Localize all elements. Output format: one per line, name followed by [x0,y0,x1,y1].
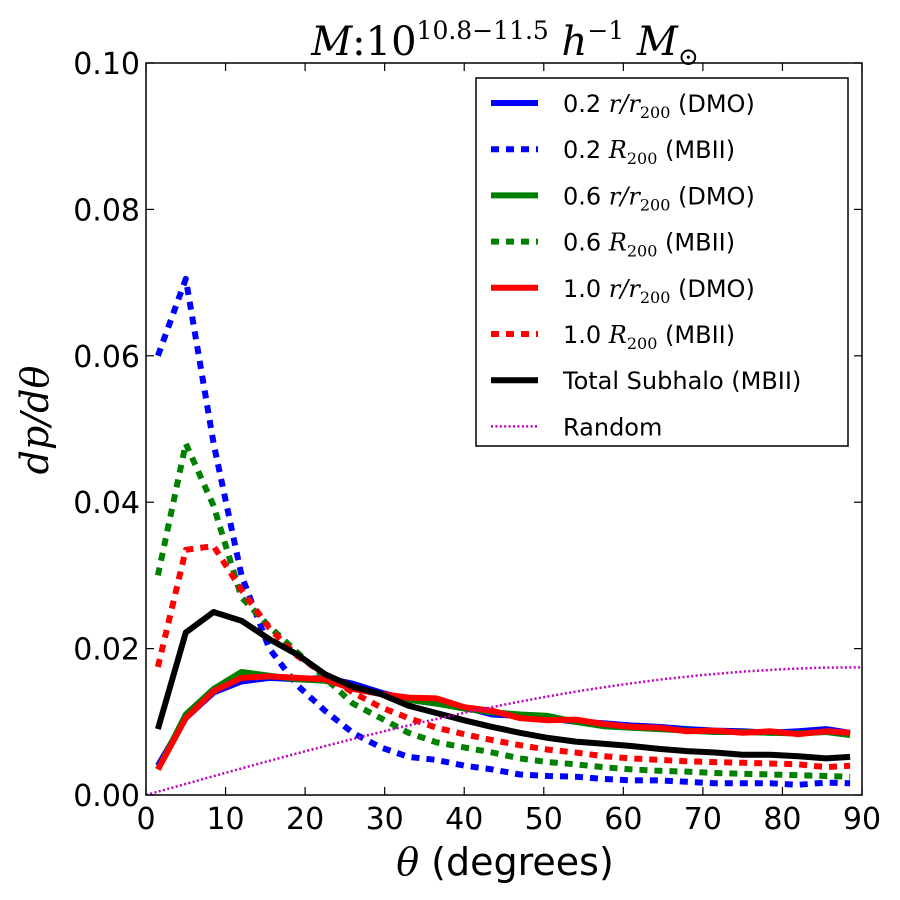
legend-math: R [608,136,627,164]
legend-math: r/r [609,275,642,303]
title-m-sub: ⊙ [678,42,699,71]
y-tick-label: 0.06 [73,340,140,375]
x-tick-label: 60 [604,802,642,837]
title-base: 10 [366,19,417,65]
legend-label-mbii-1.0: 1.0 R200 (MBII) [563,321,735,353]
legend-tail: (DMO) [670,182,754,210]
x-tick-label: 0 [136,802,155,837]
series-line-mbii-0.6 [154,440,851,780]
x-tick-label: 80 [763,802,801,837]
legend-sub: 200 [627,149,658,168]
x-tick-label: 40 [445,802,483,837]
x-axis-label: θ (degrees) [396,840,614,884]
x-tick-label: 30 [366,802,404,837]
legend-num: 0.2 [563,90,609,118]
series-line-random [146,666,862,795]
legend-num: 1.0 [563,321,609,349]
x-label-symbol: θ [396,840,419,884]
chart-title: M:1010.8−11.5 h−1 M⊙ [310,16,699,71]
title-colon: : [352,19,365,65]
legend-sub: 200 [627,334,658,353]
legend-sub: 200 [640,195,671,214]
legend-num: 0.6 [563,229,609,257]
legend-tail: (MBII) [657,229,735,257]
legend-box [475,77,849,447]
x-tick-label: 70 [684,802,722,837]
y-tick-label: 0.08 [73,193,140,228]
y-tick-label: 0.02 [73,633,140,668]
legend-sub: 200 [627,242,658,261]
legend-math: r/r [609,182,642,210]
y-tick-label: 0.04 [73,486,140,521]
x-tick-label: 90 [843,802,881,837]
legend-math: r/r [609,90,642,118]
legend-sub: 200 [640,103,671,122]
series-line-mbii-1.0 [154,543,851,771]
legend-text-part: Total Subhalo (MBII) [562,367,801,395]
title-exponent: 10.8−11.5 [417,16,549,45]
title-mass-symbol: M [310,19,353,65]
y-axis-label-text: dp/dθ [13,366,57,475]
x-tick-label: 10 [206,802,244,837]
axis-ticks: 0 10 20 30 40 50 60 70 80 90 0.00 0.02 0.04 0.06 0.08 0… [73,47,881,837]
series-line-total-subhalo [155,609,851,762]
x-tick-label: 50 [525,802,563,837]
legend-label-random: Random [563,413,662,441]
legend-math: R [608,229,627,257]
title-h-exp: −1 [587,16,624,45]
title-m: M [624,19,679,65]
legend-label-dmo-0.2: 0.2 r/r200 (DMO) [563,90,755,122]
legend-label-dmo-0.6: 0.6 r/r200 (DMO) [563,182,755,214]
legend: 0.2 r/r200 (DMO)0.2 R200 (MBII)0.6 r/r20… [475,77,849,447]
series-line-dmo-1.0 [155,673,851,771]
legend-num: 1.0 [563,275,609,303]
legend-label-total-subhalo: Total Subhalo (MBII) [562,367,801,395]
legend-tail: (MBII) [657,136,735,164]
legend-label-mbii-0.2: 0.2 R200 (MBII) [563,136,735,168]
series-line-mbii-0.2 [155,275,851,788]
legend-tail: (DMO) [670,90,754,118]
legend-label-mbii-0.6: 0.6 R200 (MBII) [563,229,735,261]
y-tick-label: 0.10 [73,47,140,82]
legend-text-part: Random [563,413,662,441]
legend-sub: 200 [640,288,671,307]
x-tick-label: 20 [286,802,324,837]
x-axis-label-text: θ (degrees) [396,840,614,884]
legend-math: R [608,321,627,349]
plot-frame [145,62,863,796]
legend-tail: (DMO) [670,275,754,303]
legend-num: 0.6 [563,182,609,210]
x-label-text: (degrees) [419,840,614,884]
legend-tail: (MBII) [657,321,735,349]
legend-label-dmo-1.0: 1.0 r/r200 (DMO) [563,275,755,307]
chart-title-text: M:1010.8−11.5 h−1 M⊙ [310,16,699,71]
y-tick-label: 0.00 [73,779,140,814]
series-group [146,275,862,795]
legend-num: 0.2 [563,136,609,164]
title-h: h [549,19,587,65]
y-axis-label: dp/dθ [13,366,57,475]
